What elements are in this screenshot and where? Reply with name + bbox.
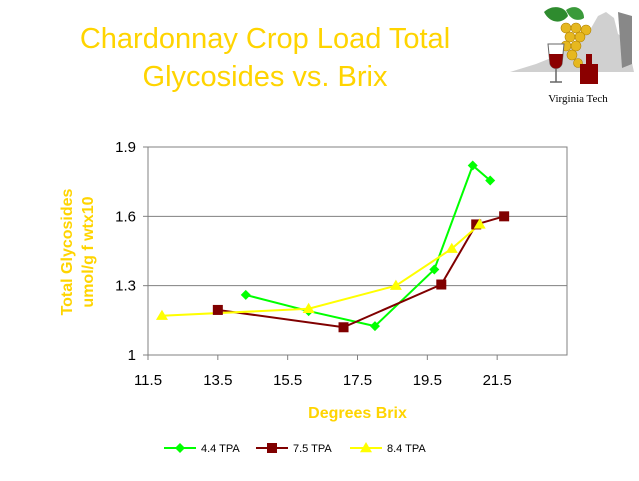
data-point-8-4-tpa	[155, 309, 168, 320]
logo-text: Virginia Tech	[548, 93, 608, 105]
virginia-tech-grape-wine-logo-icon	[510, 7, 634, 84]
legend-label-4-4-tpa: 4.4 TPA	[201, 443, 240, 455]
data-point-8-4-tpa	[302, 302, 315, 313]
legend-marker-4-4-tpa	[175, 443, 185, 453]
legend: 4.4 TPA 7.5 TPA 8.4 TPA	[164, 442, 426, 455]
chart-title-line-1: Chardonnay Crop Load Total	[79, 23, 451, 55]
series-markers	[155, 160, 510, 333]
x-tick-label: 13.5	[203, 372, 232, 389]
chart-title-line-2: Glycosides vs. Brix	[142, 61, 388, 93]
legend-marker-7-5-tpa	[267, 443, 277, 453]
y-tick-label: 1.3	[115, 278, 136, 295]
x-tick-label: 11.5	[134, 372, 162, 389]
data-point-7-5-tpa	[212, 304, 223, 315]
data-point-4-4-tpa	[467, 160, 478, 171]
y-tick-label: 1.6	[115, 208, 136, 225]
y-tick-label: 1	[128, 347, 136, 364]
legend-item-4-4-tpa: 4.4 TPA	[164, 443, 240, 455]
y-tick-label: 1.9	[115, 139, 136, 156]
data-point-4-4-tpa	[369, 321, 380, 332]
legend-item-8-4-tpa: 8.4 TPA	[350, 442, 426, 455]
x-tick-labels: 11.5 13.5 15.5 17.5 19.5 21.5	[134, 372, 512, 389]
data-point-8-4-tpa	[389, 279, 402, 290]
data-point-4-4-tpa	[429, 264, 440, 275]
data-point-8-4-tpa	[445, 242, 458, 253]
data-point-4-4-tpa	[485, 175, 496, 186]
x-tick-label: 19.5	[413, 372, 442, 389]
chart-title: Chardonnay Crop Load Total Glycosides vs…	[20, 20, 510, 96]
legend-label-8-4-tpa: 8.4 TPA	[387, 443, 426, 455]
x-tick-label: 17.5	[343, 372, 372, 389]
plot-area	[147, 146, 568, 356]
x-tick-label: 21.5	[483, 372, 512, 389]
plot-frame	[147, 146, 568, 356]
legend-item-7-5-tpa: 7.5 TPA	[256, 443, 332, 455]
y-axis-label-line-1: Total Glycosides	[59, 188, 76, 315]
data-point-7-5-tpa	[499, 211, 510, 222]
gridlines	[143, 146, 567, 360]
y-tick-labels: 1 1.3 1.6 1.9	[115, 139, 136, 364]
data-point-8-4-tpa	[473, 218, 486, 229]
data-point-4-4-tpa	[240, 289, 251, 300]
x-tick-label: 15.5	[273, 372, 302, 389]
x-axis-label: Degrees Brix	[308, 405, 407, 422]
data-point-7-5-tpa	[338, 322, 349, 333]
y-axis-label-line-2: umol/g f wtx10	[80, 196, 97, 307]
legend-marker-8-4-tpa	[360, 442, 372, 453]
data-point-7-5-tpa	[436, 279, 447, 290]
legend-label-7-5-tpa: 7.5 TPA	[293, 443, 332, 455]
